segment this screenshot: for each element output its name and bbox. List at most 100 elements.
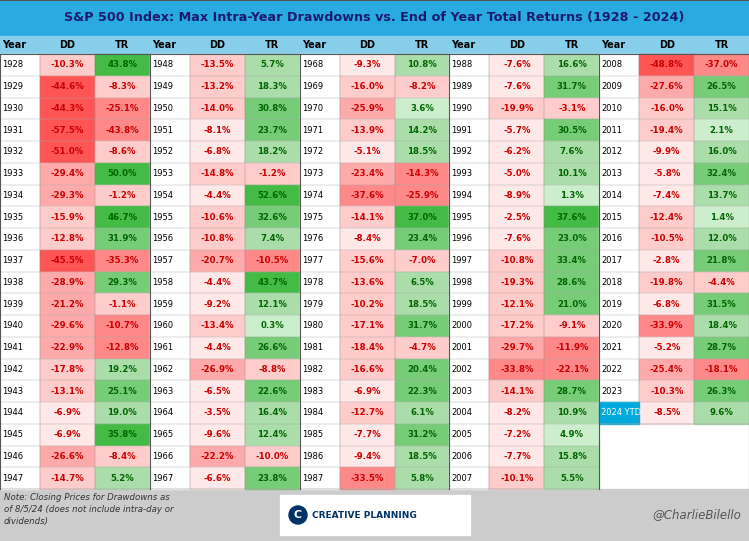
Text: 1983: 1983 xyxy=(302,387,323,395)
Bar xyxy=(245,119,300,141)
Bar xyxy=(95,163,150,184)
Text: 2005: 2005 xyxy=(452,430,473,439)
Bar xyxy=(40,250,95,272)
Text: -7.4%: -7.4% xyxy=(653,191,681,200)
Bar xyxy=(639,76,694,97)
Bar xyxy=(694,380,749,402)
Text: -7.6%: -7.6% xyxy=(503,82,531,91)
Text: 18.4%: 18.4% xyxy=(706,321,736,331)
Text: 1928: 1928 xyxy=(2,61,23,69)
Bar xyxy=(40,337,95,359)
Bar xyxy=(95,380,150,402)
Bar xyxy=(639,272,694,293)
Text: -8.1%: -8.1% xyxy=(204,126,231,135)
Bar xyxy=(489,467,545,489)
Bar xyxy=(395,76,449,97)
Bar xyxy=(694,359,749,380)
Bar xyxy=(95,119,150,141)
Bar xyxy=(395,293,449,315)
Bar xyxy=(189,380,245,402)
Bar xyxy=(545,206,599,228)
Text: 2009: 2009 xyxy=(601,82,622,91)
Text: 1948: 1948 xyxy=(152,61,173,69)
Text: -8.4%: -8.4% xyxy=(109,452,136,461)
Text: -44.3%: -44.3% xyxy=(51,104,85,113)
Text: 33.4%: 33.4% xyxy=(557,256,586,265)
Bar xyxy=(339,163,395,184)
Bar xyxy=(40,445,95,467)
Bar xyxy=(300,337,339,359)
Text: -5.7%: -5.7% xyxy=(503,126,530,135)
Bar xyxy=(639,315,694,337)
Bar xyxy=(95,97,150,119)
Bar xyxy=(395,467,449,489)
Text: -51.0%: -51.0% xyxy=(51,147,84,156)
Bar xyxy=(339,337,395,359)
Text: -10.3%: -10.3% xyxy=(650,387,683,395)
Text: 1988: 1988 xyxy=(452,61,473,69)
Bar xyxy=(489,402,545,424)
Text: -10.7%: -10.7% xyxy=(106,321,139,331)
Bar xyxy=(339,97,395,119)
Bar xyxy=(545,359,599,380)
Text: 1998: 1998 xyxy=(452,278,473,287)
Text: -7.2%: -7.2% xyxy=(503,430,531,439)
Text: 1979: 1979 xyxy=(302,300,323,308)
Bar xyxy=(489,76,545,97)
Bar xyxy=(449,228,489,250)
Text: 5.7%: 5.7% xyxy=(260,61,284,69)
Text: -25.4%: -25.4% xyxy=(650,365,683,374)
Text: -21.2%: -21.2% xyxy=(51,300,84,308)
Bar xyxy=(599,380,639,402)
Text: -12.4%: -12.4% xyxy=(650,213,684,222)
Bar xyxy=(489,184,545,206)
Bar xyxy=(694,76,749,97)
Text: 50.0%: 50.0% xyxy=(108,169,137,178)
Text: 18.5%: 18.5% xyxy=(407,300,437,308)
Bar xyxy=(489,315,545,337)
Text: 43.8%: 43.8% xyxy=(107,61,137,69)
Bar xyxy=(395,424,449,445)
Bar xyxy=(449,163,489,184)
Text: 31.7%: 31.7% xyxy=(407,321,437,331)
Bar xyxy=(339,445,395,467)
Text: -29.6%: -29.6% xyxy=(51,321,84,331)
Bar xyxy=(189,119,245,141)
Bar xyxy=(449,380,489,402)
Text: -6.5%: -6.5% xyxy=(204,387,231,395)
Bar xyxy=(150,272,189,293)
Text: -48.8%: -48.8% xyxy=(650,61,684,69)
Text: -12.8%: -12.8% xyxy=(51,234,84,243)
Bar xyxy=(150,402,189,424)
Bar xyxy=(339,359,395,380)
Bar xyxy=(150,250,189,272)
Bar xyxy=(150,467,189,489)
Text: -29.7%: -29.7% xyxy=(500,343,534,352)
Text: -12.7%: -12.7% xyxy=(351,408,384,417)
Bar xyxy=(300,272,339,293)
Bar xyxy=(300,184,339,206)
Text: -9.1%: -9.1% xyxy=(558,321,586,331)
Bar xyxy=(449,206,489,228)
Text: 31.9%: 31.9% xyxy=(107,234,137,243)
Text: -57.5%: -57.5% xyxy=(51,126,84,135)
Bar xyxy=(339,467,395,489)
Bar xyxy=(449,141,489,163)
Text: -7.6%: -7.6% xyxy=(503,234,531,243)
Bar xyxy=(189,54,245,76)
Bar xyxy=(40,228,95,250)
Text: 46.7%: 46.7% xyxy=(107,213,138,222)
Text: 2.1%: 2.1% xyxy=(709,126,733,135)
Text: -26.9%: -26.9% xyxy=(201,365,234,374)
Text: 10.1%: 10.1% xyxy=(557,169,586,178)
Text: 0.3%: 0.3% xyxy=(261,321,284,331)
Text: -25.9%: -25.9% xyxy=(405,191,439,200)
Bar xyxy=(694,250,749,272)
Text: 1995: 1995 xyxy=(452,213,473,222)
Bar xyxy=(639,184,694,206)
Bar xyxy=(639,141,694,163)
Bar xyxy=(599,250,639,272)
Text: -16.0%: -16.0% xyxy=(351,82,383,91)
Bar xyxy=(449,359,489,380)
Text: -5.2%: -5.2% xyxy=(653,343,680,352)
